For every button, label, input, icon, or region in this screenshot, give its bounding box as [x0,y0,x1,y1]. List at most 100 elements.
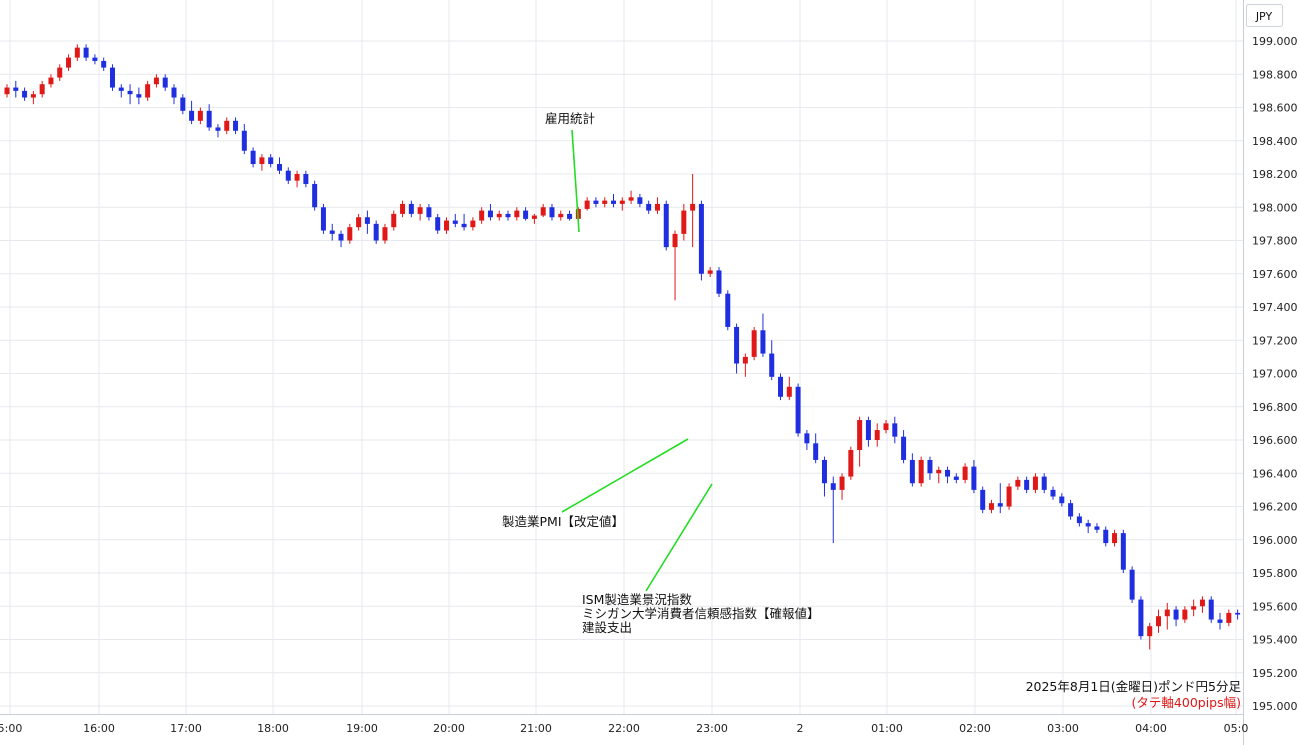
candle-body [892,423,898,437]
candle-body [734,326,740,364]
y-tick-label: 196.600 [1252,434,1298,447]
candle-body [1226,612,1232,623]
candle [92,54,98,65]
x-tick-label: 04:00 [1135,722,1167,735]
candle-body [558,213,564,218]
candle [945,466,951,484]
chart-caption-scale: (タテ軸400pips幅) [1132,695,1241,710]
candle [435,213,441,234]
candle-body [1129,569,1135,600]
candle [1068,499,1074,520]
candle-body [426,207,432,218]
y-tick-label: 196.800 [1252,401,1298,414]
candle [206,104,212,131]
candle-body [48,77,54,85]
y-tick-label: 195.400 [1252,634,1298,647]
candle-body [857,420,863,450]
candle [1217,612,1223,630]
candle-body [224,120,230,131]
candle [769,340,775,381]
candle [883,420,889,434]
candle-body [320,207,326,231]
candle-body [162,77,168,88]
candle [39,80,45,98]
candle-body [725,293,731,327]
candle-body [347,227,353,241]
candle-body [1120,533,1126,570]
candle [795,383,801,437]
candle [1015,476,1021,490]
candle [865,416,871,447]
candle-body [391,213,397,228]
candle-body [92,57,98,61]
candle-body [22,90,28,98]
candle-body [189,110,195,121]
candle-body [760,330,766,354]
candle [356,213,362,231]
x-tick-label: 16:00 [83,722,115,735]
candle [786,376,792,401]
candle-body [980,489,986,510]
candle-body [795,386,801,434]
candle-body [690,203,696,211]
candle [347,223,353,244]
candle-body [408,203,414,214]
candle [233,117,239,135]
candle [400,200,406,218]
candle [1024,476,1030,494]
candle-body [1006,486,1012,507]
candle [980,486,986,514]
candle [531,213,537,224]
candle-body [400,203,406,214]
candle [1164,602,1170,630]
candle-body [953,476,959,480]
candle-body [1191,606,1197,610]
candle-body [848,449,854,477]
y-tick-label: 196.000 [1252,534,1298,547]
candles [4,44,1241,650]
candle [804,430,810,450]
candle [162,74,168,91]
y-tick-label: 197.400 [1252,301,1298,314]
candle [778,373,784,401]
candle-body [1138,599,1144,637]
candle [1208,596,1214,623]
candle-body [505,213,511,218]
x-tick-label: 5:00 [0,722,22,735]
candle [540,203,546,218]
x-tick-label: 02:00 [959,722,991,735]
candle-body [584,200,590,209]
candle-body [417,207,423,214]
candle [619,197,625,211]
candle [707,267,713,278]
candle [839,473,845,500]
candle-body [294,174,300,181]
candle-body [329,230,335,234]
candle-body [206,110,212,128]
candle-body [549,207,555,218]
candle [294,170,300,188]
candle [373,220,379,244]
candle [1103,526,1109,547]
candle [672,230,678,301]
candle [4,84,10,98]
candle-body [435,217,441,231]
candle [514,207,520,221]
candle [523,207,529,221]
candle-body [39,84,45,95]
candle [751,326,757,361]
candle-body [197,110,203,121]
candle [628,190,634,204]
candle [215,124,221,138]
candle-body [883,423,889,431]
annotation-lines [561,129,713,592]
x-tick-label: 03:00 [1047,722,1079,735]
candle [813,433,819,464]
candle-body [13,87,19,91]
candle [681,203,687,241]
candle-body [1094,526,1100,530]
candle-body [874,430,880,440]
candle [1041,473,1047,494]
x-tick-label: 22:00 [608,722,640,735]
